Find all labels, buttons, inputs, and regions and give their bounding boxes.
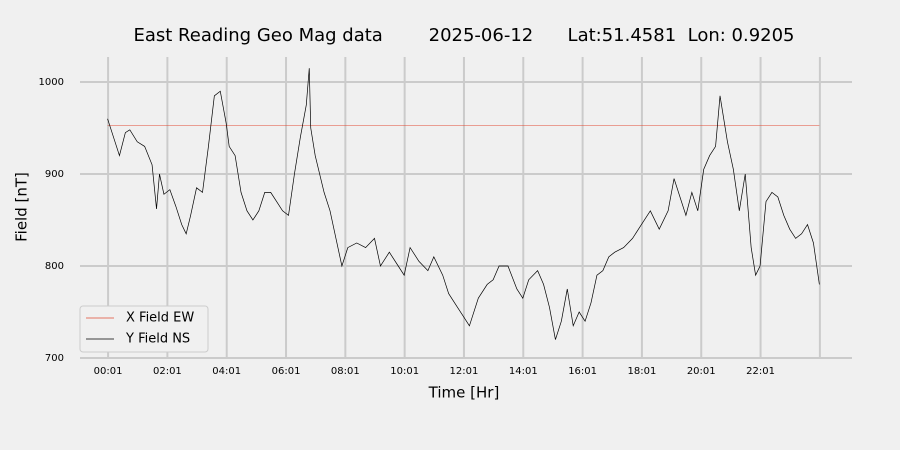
x-tick-label: 14:01 [509, 366, 538, 377]
x-axis-label: Time [Hr] [428, 384, 500, 402]
y-tick-label: 800 [45, 261, 64, 272]
x-tick-label: 16:01 [568, 366, 597, 377]
x-tick-label: 20:01 [687, 366, 716, 377]
y-axis-label: Field [nT] [13, 172, 31, 242]
y-tick-label: 1000 [39, 77, 64, 88]
legend-label: X Field EW [126, 311, 194, 326]
chart-title: East Reading Geo Mag data 2025-06-12 Lat… [133, 25, 794, 46]
y-tick-label: 700 [45, 353, 64, 364]
x-tick-label: 02:01 [153, 366, 182, 377]
x-tick-label: 06:01 [272, 366, 301, 377]
series-line [107, 68, 820, 340]
x-tick-label: 10:01 [390, 366, 419, 377]
x-tick-label: 08:01 [331, 366, 360, 377]
x-tick-label: 04:01 [212, 366, 241, 377]
x-tick-label: 18:01 [628, 366, 657, 377]
x-tick-label: 22:01 [746, 366, 775, 377]
legend-label: Y Field NS [125, 332, 190, 347]
x-tick-label: 00:01 [94, 366, 123, 377]
x-tick-label: 12:01 [450, 366, 479, 377]
legend-box [79, 305, 209, 353]
y-tick-label: 900 [45, 169, 64, 180]
